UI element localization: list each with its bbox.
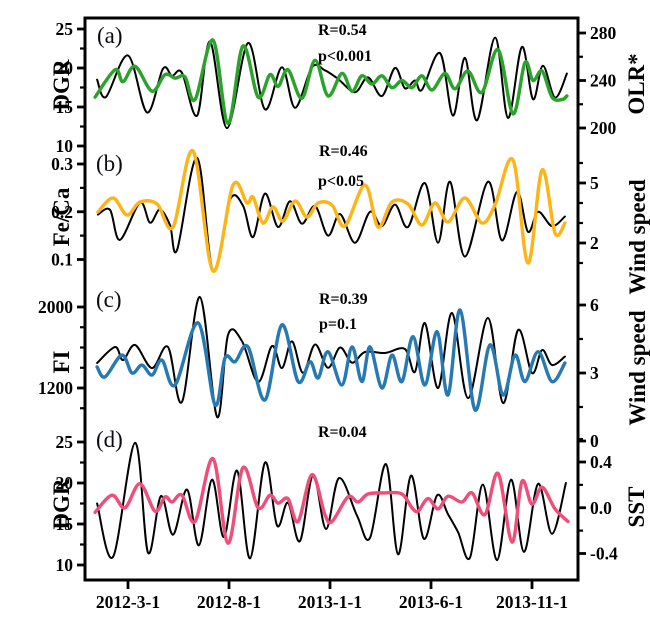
- series-line-c-fi: [96, 295, 566, 419]
- tick-label: 5: [590, 173, 599, 193]
- tick-label: 0: [590, 431, 599, 451]
- y-axis-label-olr: OLR*: [624, 53, 649, 115]
- tick-label: 0.0: [590, 498, 612, 518]
- panel-d-series-group: [93, 441, 570, 562]
- tick-label: 0.3: [51, 154, 73, 174]
- panel-b-r-annotation: R=0.46: [319, 143, 368, 160]
- tick-label: 200: [590, 118, 617, 138]
- x-tick-label: 2013-1-1: [298, 592, 362, 612]
- panel-a-letter: (a): [97, 23, 123, 48]
- panel-b-p-annotation: p<0.05: [318, 173, 365, 190]
- tick-label: 3: [590, 363, 599, 383]
- y-axis-label-fi: FI: [49, 350, 74, 374]
- series-line-b-fe-ca: [96, 156, 566, 272]
- panel-c-r-annotation: R=0.39: [319, 291, 368, 308]
- panel-c-letter: (c): [96, 287, 122, 312]
- tick-label: -0.4: [590, 544, 618, 564]
- panel-b-series-group: [96, 149, 567, 273]
- tick-label: 15: [56, 514, 74, 534]
- panel-c-series-group: [95, 295, 567, 419]
- tick-label: 25: [56, 19, 74, 39]
- panel-d-r-annotation: R=0.04: [318, 424, 367, 441]
- tick-label: 6: [590, 295, 599, 315]
- panel-a-r-annotation: R=0.54: [318, 22, 367, 39]
- tick-label: 25: [56, 432, 74, 452]
- y-axis-label-feca: Fe/Ca: [49, 187, 74, 247]
- y-axis-label-sst: SST: [624, 486, 649, 528]
- series-line-c-wind-speed: [95, 308, 567, 412]
- y-axis-label-dgr-d: DGR: [49, 478, 74, 530]
- tick-label: 2000: [38, 297, 73, 317]
- series-line-d-sst: [93, 456, 570, 545]
- x-tick-label: 2012-8-1: [197, 592, 261, 612]
- tick-label: 10: [56, 555, 74, 575]
- panel-d-letter: (d): [96, 427, 123, 452]
- tick-label: 240: [590, 71, 617, 91]
- tick-label: 280: [590, 23, 617, 43]
- tick-label: 0.4: [590, 452, 612, 472]
- x-tick-label: 2013-6-1: [399, 592, 463, 612]
- series-line-a-olr-: [93, 38, 569, 126]
- tick-label: 15: [56, 97, 74, 117]
- y-axis-label-wind-b: Wind speed: [625, 179, 650, 295]
- series-line-b-wind-speed: [96, 149, 567, 273]
- y-axis-label-dgr-a: DGR: [49, 59, 74, 111]
- tick-label: 0.1: [51, 250, 73, 270]
- tick-label: 0.2: [51, 202, 73, 222]
- panel-a-p-annotation: p<0.001: [318, 48, 373, 65]
- tick-label: 2: [590, 233, 599, 253]
- panel-c-p-annotation: p=0.1: [319, 316, 358, 333]
- x-tick-label: 2013-11-1: [496, 592, 568, 612]
- plot-border: [83, 16, 580, 582]
- panel-b-letter: (b): [96, 151, 123, 176]
- series-line-d-dgr: [96, 441, 567, 562]
- tick-label: 10: [56, 136, 74, 156]
- panel-a-series-group: [93, 36, 569, 130]
- tick-label: 1200: [38, 378, 73, 398]
- x-tick-label: 2012-3-1: [96, 592, 160, 612]
- tick-label: 20: [56, 473, 74, 493]
- tick-label: 20: [56, 58, 74, 78]
- y-axis-label-wind-c: Wind speed: [625, 310, 650, 426]
